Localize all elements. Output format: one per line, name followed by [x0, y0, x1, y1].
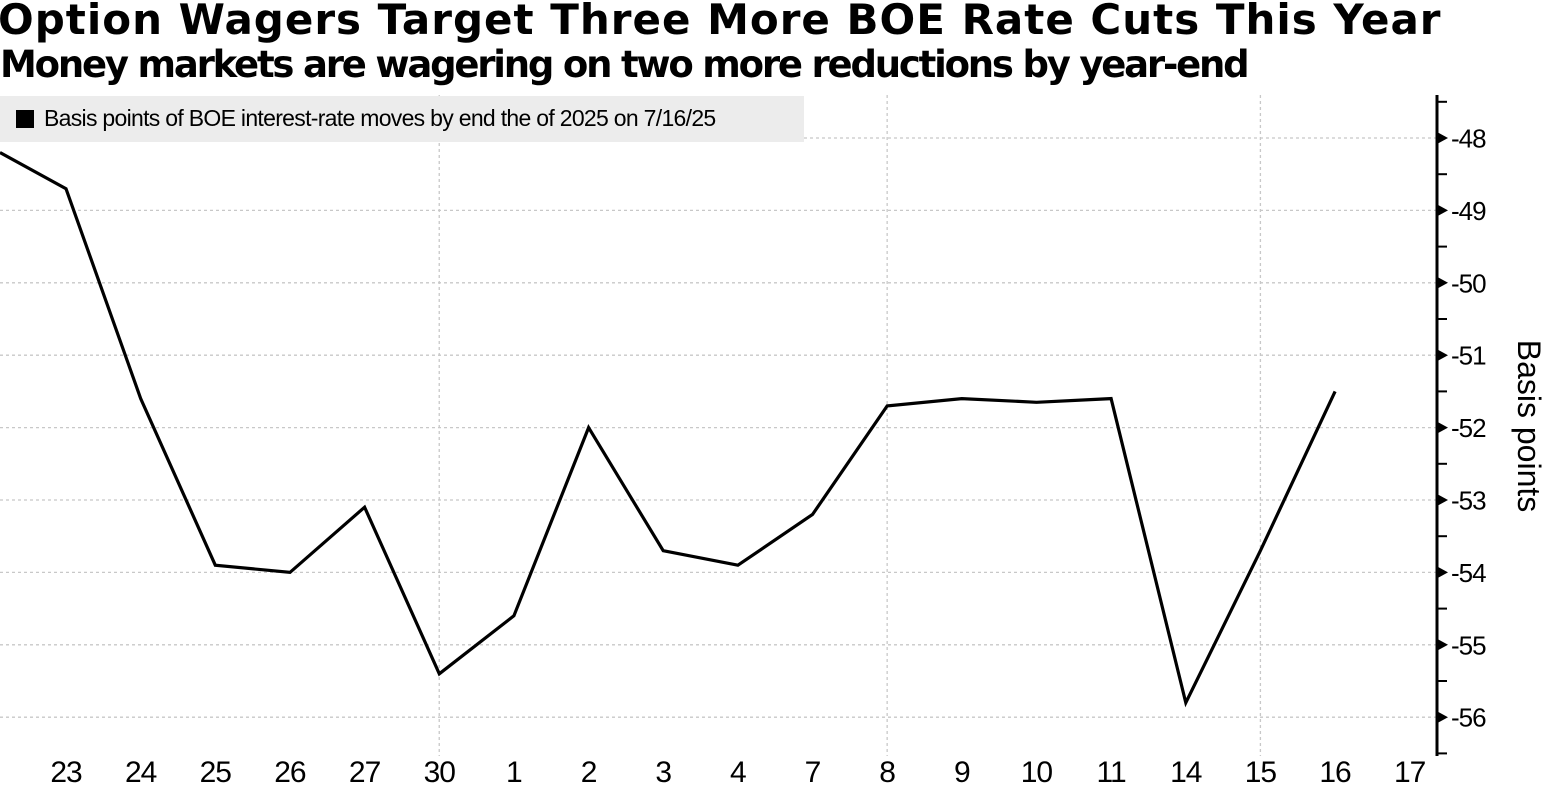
y-tick-arrow-icon [1437, 204, 1448, 217]
page-subtitle: Money markets are wagering on two more r… [0, 43, 1250, 86]
y-tick-label: -48 [1451, 124, 1486, 154]
y-tick-label: -50 [1451, 268, 1486, 298]
y-tick-arrow-icon [1437, 421, 1448, 434]
y-tick-arrow-icon [1437, 276, 1448, 289]
x-tick-label: 15 [1245, 756, 1277, 786]
x-tick-label: 7 [805, 756, 821, 786]
x-tick-label: 9 [954, 756, 970, 786]
y-tick-label: -51 [1451, 341, 1486, 371]
y-tick-label: -53 [1451, 486, 1486, 516]
x-tick-label: 11 [1097, 756, 1126, 786]
x-tick-label: 16 [1319, 756, 1351, 786]
y-tick-label: -54 [1451, 558, 1486, 588]
y-tick-arrow-icon [1437, 132, 1448, 144]
y-axis-title: Basis points [1511, 340, 1543, 513]
x-tick-label: 30 [424, 756, 456, 786]
x-tick-label: 24 [125, 756, 157, 786]
y-tick-label: -55 [1451, 630, 1486, 660]
chart-line [0, 151, 1337, 708]
y-tick-label: -56 [1451, 703, 1486, 733]
x-tick-label: 8 [879, 756, 895, 786]
x-tick-label: 23 [50, 756, 82, 786]
x-tick-label: 17 [1394, 756, 1426, 786]
y-tick-arrow-icon [1437, 494, 1448, 506]
x-tick-label: 26 [274, 756, 306, 786]
x-tick-label: 1 [506, 756, 522, 786]
y-tick-arrow-icon [1437, 711, 1448, 724]
x-tick-label: 3 [655, 756, 671, 786]
y-tick-label: -49 [1451, 196, 1486, 226]
x-tick-label: 27 [349, 756, 381, 786]
y-tick-arrow-icon [1437, 349, 1448, 362]
x-tick-label: 10 [1021, 756, 1053, 786]
x-tick-label: 25 [200, 756, 232, 786]
legend: Basis points of BOE interest-rate moves … [0, 96, 804, 142]
x-tick-label: 2 [581, 756, 597, 786]
y-tick-arrow-icon [1437, 566, 1448, 579]
x-tick-label: 14 [1170, 756, 1202, 786]
x-tick-label: 4 [730, 756, 746, 786]
legend-label: Basis points of BOE interest-rate moves … [44, 104, 716, 131]
legend-square-marker-icon [16, 110, 34, 128]
y-tick-label: -52 [1451, 413, 1486, 443]
y-tick-arrow-icon [1437, 638, 1448, 651]
page-title: Option Wagers Target Three More BOE Rate… [0, 0, 1442, 44]
